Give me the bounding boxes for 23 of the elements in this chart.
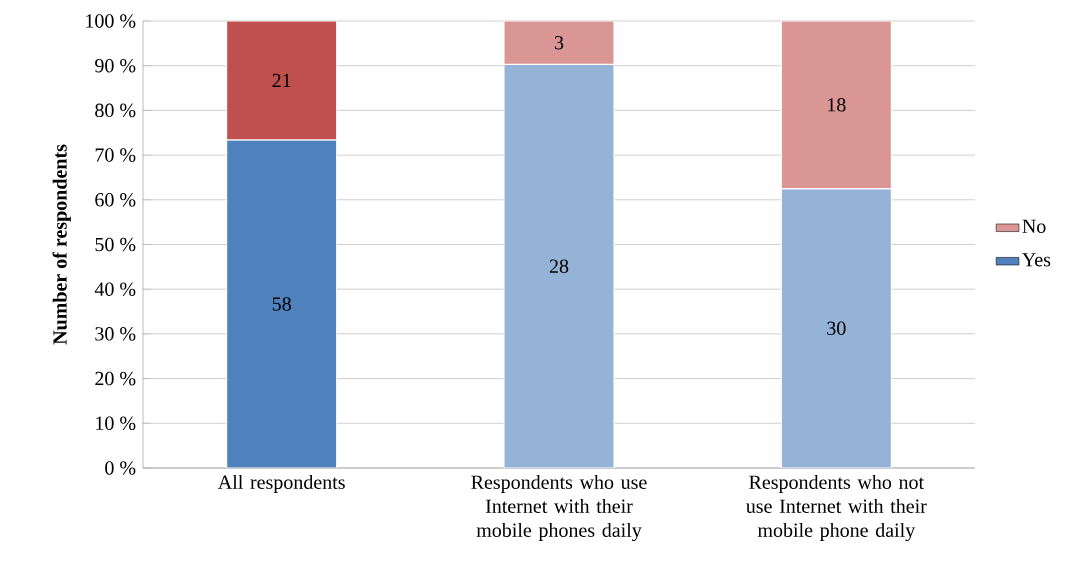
- annotation: 21: [272, 73, 291, 88]
- x-tick-label: Respondents who use Internet with their mobile phones daily: [471, 474, 647, 542]
- annotation: 30: [827, 321, 846, 336]
- y-tick-label: 90 %: [95, 58, 136, 73]
- legend-label: Yes: [1022, 253, 1051, 267]
- x-tick-label: All respondents: [217, 474, 345, 494]
- y-tick-label: 80 %: [95, 103, 136, 118]
- y-tick-label: 0 %: [105, 461, 136, 475]
- y-tick-label: 10 %: [96, 416, 136, 431]
- annotation: 58: [272, 297, 291, 311]
- y-tick-label: 30 %: [95, 327, 136, 341]
- y-tick-label: 40 %: [94, 282, 136, 296]
- legend-label: No: [1022, 219, 1046, 234]
- x-tick-label: Respondents who not use Internet with their mobile phone daily: [746, 474, 927, 542]
- annotation: 18: [828, 98, 846, 112]
- y-tick-label: 60 %: [95, 193, 136, 207]
- y-tick-label: 100 %: [86, 14, 136, 28]
- y-tick-label: 50 %: [95, 237, 136, 252]
- annotation: 3: [554, 35, 564, 50]
- y-axis-title: Number of respondents: [52, 144, 71, 345]
- y-tick-label: 70 %: [95, 148, 136, 162]
- y-tick-label: 20 %: [95, 371, 136, 386]
- annotation: 28: [549, 259, 569, 273]
